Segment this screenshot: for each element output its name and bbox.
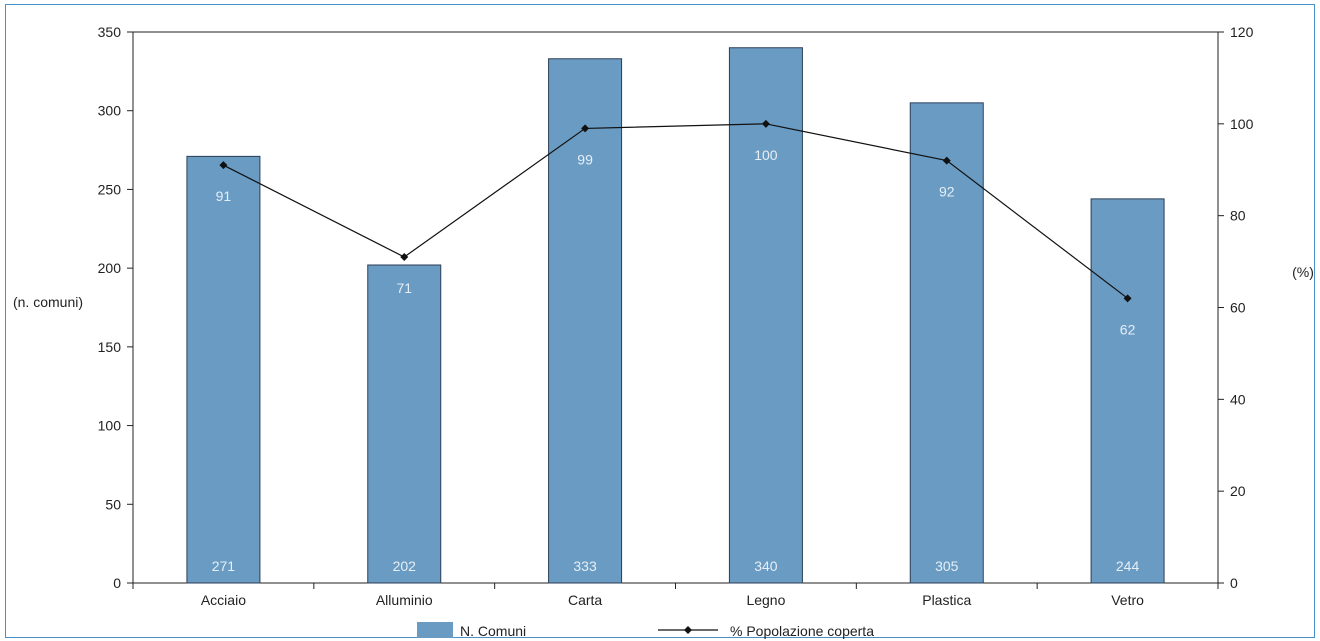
line-marker (1123, 294, 1132, 303)
y-right-tick-label: 60 (1230, 300, 1246, 316)
top-strip (0, 0, 1320, 4)
legend: N. Comuni % Popolazione coperta (417, 622, 874, 639)
y-left-tick-label: 200 (98, 260, 122, 276)
line-value-label: 71 (396, 280, 412, 296)
x-tick-label: Carta (568, 592, 602, 608)
line-marker (942, 156, 951, 165)
bar-value-label: 333 (573, 558, 597, 574)
line-value-label: 100 (754, 147, 778, 163)
legend-label-bars: N. Comuni (460, 623, 526, 639)
bar-value-label: 202 (393, 558, 417, 574)
plot-area: 0 50 100 150 200 250 300 350 0 20 40 60 80 100 120 271 A… (98, 24, 1254, 608)
bar-acciaio (186, 155, 261, 584)
chart-frame (5, 4, 1315, 638)
y-left-tick-label: 150 (98, 339, 122, 355)
line-marker (400, 252, 409, 261)
bar-plastica (909, 102, 984, 584)
y-right-tick-label: 80 (1230, 208, 1246, 224)
y-left-tick-label: 350 (98, 24, 122, 40)
line-value-label: 92 (939, 184, 955, 200)
bar-value-label: 244 (1116, 558, 1140, 574)
bar-alluminio (367, 264, 442, 584)
y-right-tick-label: 100 (1230, 116, 1254, 132)
y-left-tick-label: 250 (98, 181, 122, 197)
x-tick-label: Plastica (922, 592, 971, 608)
y-axis-right-title: (%) (1292, 264, 1314, 280)
y-right-tick-label: 20 (1230, 483, 1246, 499)
x-tick-label: Legno (746, 592, 785, 608)
plot-border (132, 31, 1219, 584)
y-left-tick-label: 0 (113, 575, 121, 591)
y-axis-left-title: (n. comuni) (13, 294, 83, 310)
y-axis-left-label: (n. comuni) (13, 294, 83, 310)
y-left-tick-label: 100 (98, 418, 122, 434)
x-tick-label: Alluminio (376, 592, 433, 608)
legend-swatch-bars (417, 622, 453, 638)
line-marker (761, 119, 770, 128)
y-right-tick-label: 120 (1230, 24, 1254, 40)
line-value-label: 62 (1120, 321, 1136, 337)
y-right-tick-label: 0 (1230, 575, 1238, 591)
bar-value-label: 305 (935, 558, 959, 574)
bar-legno (728, 47, 803, 584)
y-right-tick-label: 40 (1230, 391, 1246, 407)
line-marker (581, 124, 590, 133)
legend-marker-diamond (684, 626, 692, 634)
bar-vetro (1090, 198, 1165, 584)
line-value-label: 99 (577, 151, 593, 167)
y-left-tick-label: 50 (105, 496, 121, 512)
x-tick-label: Vetro (1111, 592, 1144, 608)
line-popolazione (223, 123, 1128, 299)
bar-carta (548, 58, 623, 584)
line-marker (219, 161, 228, 170)
line-value-label: 91 (216, 188, 232, 204)
x-tick-label: Acciaio (201, 592, 246, 608)
y-left-tick-label: 300 (98, 103, 122, 119)
y-axis-right-label: (%) (1292, 264, 1314, 280)
bar-value-label: 340 (754, 558, 778, 574)
bar-value-label: 271 (212, 558, 236, 574)
legend-label-line: % Popolazione coperta (730, 623, 874, 639)
